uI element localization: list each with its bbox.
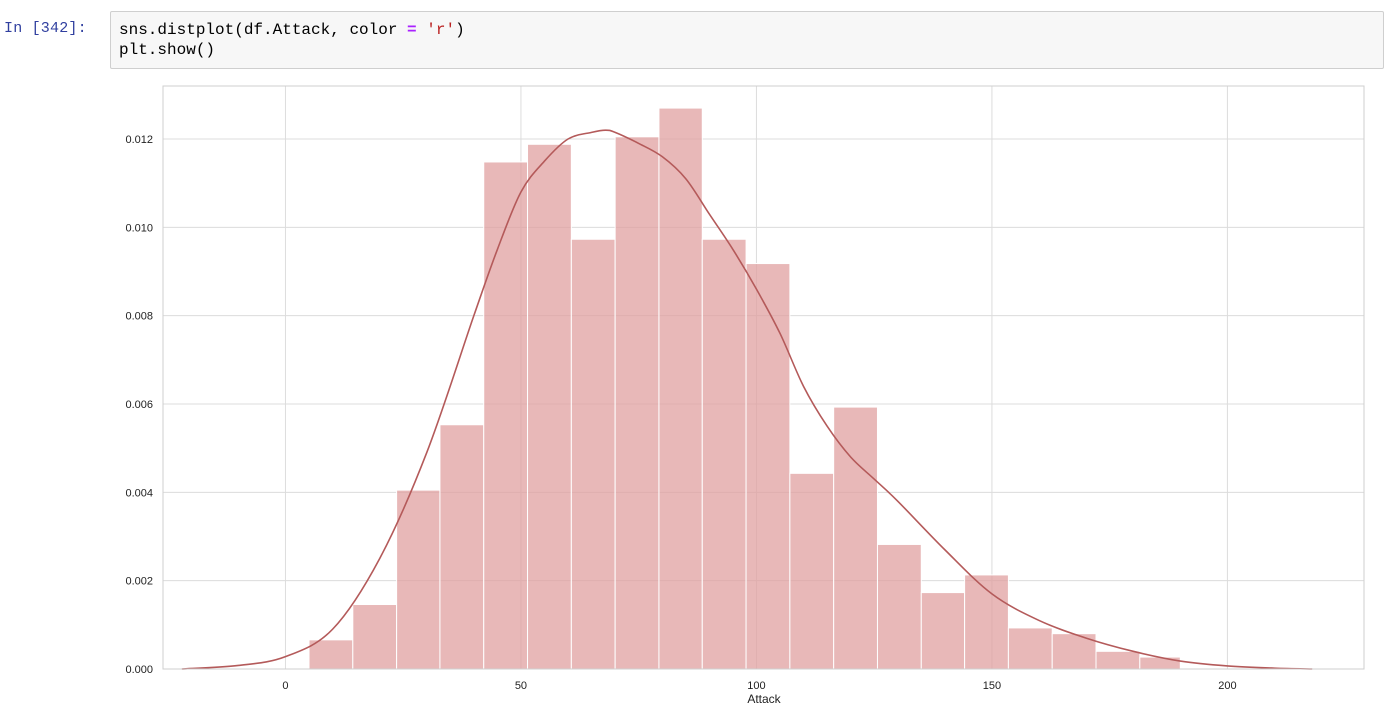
axes: 0 50 100 150 200 0.000 0.002 0.004 0.006 0.008 0.0…	[125, 85, 1365, 692]
histogram-bar	[1007, 627, 1053, 670]
histogram-bar	[1095, 650, 1141, 670]
y-tick-label: 0.008	[125, 311, 153, 323]
histogram-bar	[833, 406, 878, 670]
histogram-bar	[527, 143, 572, 670]
code-string: 'r'	[426, 21, 456, 39]
histogram-bar	[876, 543, 922, 670]
histogram-bar	[745, 263, 791, 670]
histogram-bar	[396, 489, 441, 670]
plot-frame	[162, 85, 1365, 670]
y-tick-label: 0.010	[125, 222, 153, 234]
cell-prompt: In [342]:	[4, 20, 87, 37]
histogram-bar	[570, 238, 616, 670]
y-tick-label: 0.002	[125, 576, 153, 588]
histogram-bar	[1139, 656, 1181, 670]
code-token: sns.distplot(df.Attack, color	[119, 21, 408, 39]
y-tick-label: 0.000	[125, 664, 153, 676]
code-line-1: sns.distplot(df.Attack, color = 'r')	[119, 20, 1375, 40]
code-cell-input[interactable]: sns.distplot(df.Attack, color = 'r') plt…	[110, 11, 1384, 69]
histogram-bar	[920, 592, 966, 670]
x-tick-label: 150	[983, 680, 1001, 692]
distplot-chart: 0 50 100 150 200 0.000 0.002 0.004 0.006 0.008 0.0…	[125, 85, 1365, 706]
code-operator: =	[407, 21, 417, 39]
histogram-bar	[483, 161, 529, 670]
histogram-bar	[789, 472, 835, 670]
histogram-bar	[352, 604, 398, 670]
y-tick-label: 0.012	[125, 134, 153, 146]
kde-line	[181, 129, 1313, 670]
histogram-bar	[658, 107, 703, 670]
histogram-bar	[701, 238, 747, 670]
code-token: )	[455, 21, 465, 39]
x-tick-label: 200	[1218, 680, 1236, 692]
histogram-bar	[308, 639, 354, 670]
code-token	[417, 21, 427, 39]
x-tick-label: 100	[747, 680, 765, 692]
kde-curve	[181, 129, 1313, 670]
x-tick-label: 0	[282, 680, 288, 692]
x-axis-label: Attack	[747, 692, 781, 704]
y-tick-label: 0.006	[125, 399, 153, 411]
y-tick-label: 0.004	[125, 487, 153, 499]
code-line-2: plt.show()	[119, 41, 216, 59]
histogram-bars	[308, 107, 1181, 670]
cell-output: 0 50 100 150 200 0.000 0.002 0.004 0.006 0.008 0.0…	[0, 74, 1400, 706]
histogram-bar	[614, 136, 660, 670]
x-tick-label: 50	[515, 680, 527, 692]
histogram-bar	[439, 424, 485, 670]
